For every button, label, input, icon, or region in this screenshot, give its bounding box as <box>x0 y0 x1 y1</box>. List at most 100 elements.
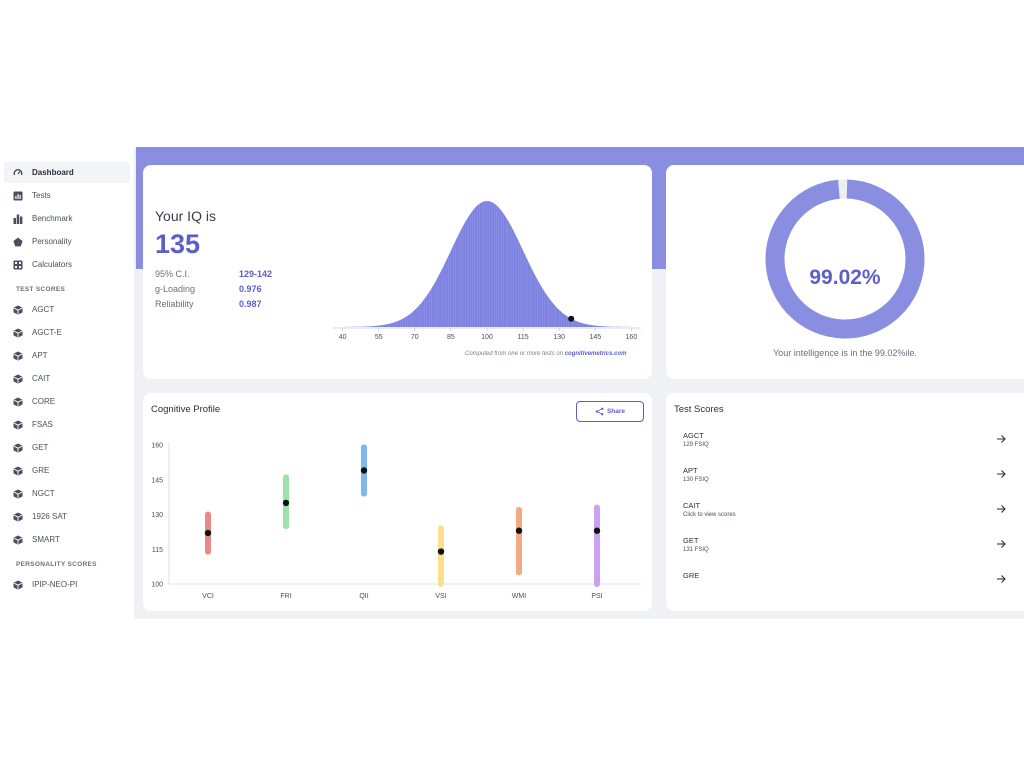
arrow-right-icon <box>997 505 1006 513</box>
cognitive-profile-title: Cognitive Profile <box>151 404 221 415</box>
sidebar-item-label: GET <box>32 443 49 452</box>
cube-icon <box>13 489 23 499</box>
x-tick-label: 115 <box>518 334 529 341</box>
test-scores-section-heading: TEST SCORES <box>16 286 66 293</box>
calculator-icon <box>13 260 23 270</box>
x-tick-label: WMI <box>512 593 526 600</box>
x-tick-label: VCI <box>202 593 214 600</box>
sidebar-item-label: FSAS <box>32 420 53 429</box>
sidebar-item-fsas[interactable]: FSAS <box>4 414 130 435</box>
y-tick-label: 145 <box>151 477 163 484</box>
x-tick-label: 40 <box>339 334 347 341</box>
iq-card: Your IQ is 135 95% C.I. 129-142 g-Loadin… <box>143 165 652 379</box>
x-tick-label: PSI <box>591 593 602 600</box>
arrow-right-icon <box>997 470 1006 478</box>
cube-icon <box>13 351 23 361</box>
sidebar-item-label: CORE <box>32 397 56 406</box>
x-tick-label: QII <box>359 593 368 600</box>
sidebar-item-label: Calculators <box>32 260 73 269</box>
sidebar-item-ipip-neo-pi[interactable]: IPIP-NEO-PI <box>4 574 130 595</box>
cube-icon <box>13 305 23 315</box>
sidebar-item-benchmark[interactable]: Benchmark <box>4 208 130 229</box>
score-point-vsi <box>437 548 445 555</box>
bar-chart-icon <box>13 191 23 201</box>
test-score-row-agct[interactable]: AGCT 129 FSIQ <box>666 431 1024 466</box>
sidebar-item-get[interactable]: GET <box>4 437 130 458</box>
iq-distribution-chart: 40 55 70 85 100 115 130 145 160 <box>332 201 642 341</box>
cube-icon <box>13 466 23 476</box>
sidebar-item-gre[interactable]: GRE <box>4 460 130 481</box>
test-score-row-gre[interactable]: GRE <box>666 571 1024 606</box>
ci-label: 95% C.I. <box>155 269 190 279</box>
cube-icon <box>13 535 23 545</box>
sidebar-item-core[interactable]: CORE <box>4 391 130 412</box>
sidebar-item-label: SMART <box>32 535 60 544</box>
x-tick-label: 160 <box>626 334 638 341</box>
g-loading-label: g-Loading <box>155 284 196 294</box>
sidebar-item-1926-sat[interactable]: 1926 SAT <box>4 506 130 527</box>
share-button[interactable]: Share <box>576 401 644 422</box>
pentagon-icon <box>13 237 23 247</box>
x-tick-label: 130 <box>553 334 565 341</box>
share-label: Share <box>606 408 626 415</box>
sidebar-item-label: GRE <box>32 466 50 475</box>
sidebar-item-label: AGCT <box>32 305 55 314</box>
test-score-row-apt[interactable]: APT 130 FSIQ <box>666 466 1024 501</box>
cube-icon <box>13 397 23 407</box>
sidebar-item-label: APT <box>32 351 48 360</box>
personality-scores-section-heading: PERSONALITY SCORES <box>16 561 97 568</box>
sidebar-item-label: Personality <box>32 237 72 246</box>
sidebar-item-apt[interactable]: APT <box>4 345 130 366</box>
sidebar-item-personality[interactable]: Personality <box>4 231 130 252</box>
sidebar-item-label: IPIP-NEO-PI <box>32 580 78 589</box>
percentile-caption: Your intelligence is in the 99.02%ile. <box>773 348 917 358</box>
sidebar-item-dashboard[interactable]: Dashboard <box>4 162 130 183</box>
sidebar-item-agct[interactable]: AGCT <box>4 299 130 320</box>
reliability-label: Reliability <box>155 299 194 309</box>
y-tick-label: 160 <box>151 443 163 450</box>
ci-value: 129-142 <box>239 269 273 279</box>
sidebar-item-ngct[interactable]: NGCT <box>4 483 130 504</box>
sidebar-item-cait[interactable]: CAIT <box>4 368 130 389</box>
cognitive-profile-card: Cognitive Profile Share 100 115 130 145 160 V… <box>143 393 652 611</box>
sidebar: Dashboard Tests Benchmark Personality Calcul… <box>0 147 134 619</box>
test-score-name: GET <box>683 536 699 545</box>
sidebar-item-tests[interactable]: Tests <box>4 185 130 206</box>
sidebar-item-label: CAIT <box>32 374 51 383</box>
arrow-right-icon <box>997 575 1006 583</box>
sidebar-item-label: AGCT-E <box>32 328 62 337</box>
score-point-vci <box>204 529 212 537</box>
test-score-row-cait[interactable]: CAIT Click to view scores <box>666 501 1024 536</box>
cognitive-profile-chart: 100 115 130 145 160 VCI FRI QII VSI WMI PSI <box>151 443 641 600</box>
test-score-row-get[interactable]: GET 131 FSIQ <box>666 536 1024 571</box>
cube-icon <box>13 328 23 338</box>
cube-icon <box>13 374 23 384</box>
score-marker <box>568 315 575 322</box>
footnote-text: Computed from one or more tests on <box>465 351 565 357</box>
x-tick-label: 85 <box>447 334 455 341</box>
sidebar-item-calculators[interactable]: Calculators <box>4 254 130 275</box>
footnote-link[interactable]: cognitivemetrics.com <box>564 351 627 357</box>
sidebar-item-label: 1926 SAT <box>32 512 67 521</box>
y-tick-label: 115 <box>152 547 163 554</box>
percentile-value: 99.02% <box>809 266 881 289</box>
cube-icon <box>13 420 23 430</box>
score-point-psi <box>593 527 601 534</box>
sidebar-item-label: Tests <box>32 191 51 200</box>
iq-score: 135 <box>155 229 201 259</box>
x-tick-label: 70 <box>411 334 419 341</box>
reliability-value: 0.987 <box>239 299 262 309</box>
test-score-name: AGCT <box>683 431 704 440</box>
iq-heading: Your IQ is <box>155 208 216 224</box>
x-tick-label: 145 <box>589 334 601 341</box>
sidebar-item-smart[interactable]: SMART <box>4 529 130 550</box>
x-tick-label: 55 <box>375 334 383 341</box>
sidebar-item-agct-e[interactable]: AGCT-E <box>4 322 130 343</box>
x-tick-label: VSI <box>435 593 446 600</box>
arrow-right-icon <box>997 435 1006 443</box>
cube-icon <box>13 512 23 522</box>
sidebar-item-label: NGCT <box>32 489 55 498</box>
gauge-icon <box>13 168 23 178</box>
test-scores-card: Test Scores AGCT 129 FSIQ APT 130 FSIQ CAIT C… <box>666 393 1024 611</box>
cube-icon <box>13 580 23 590</box>
